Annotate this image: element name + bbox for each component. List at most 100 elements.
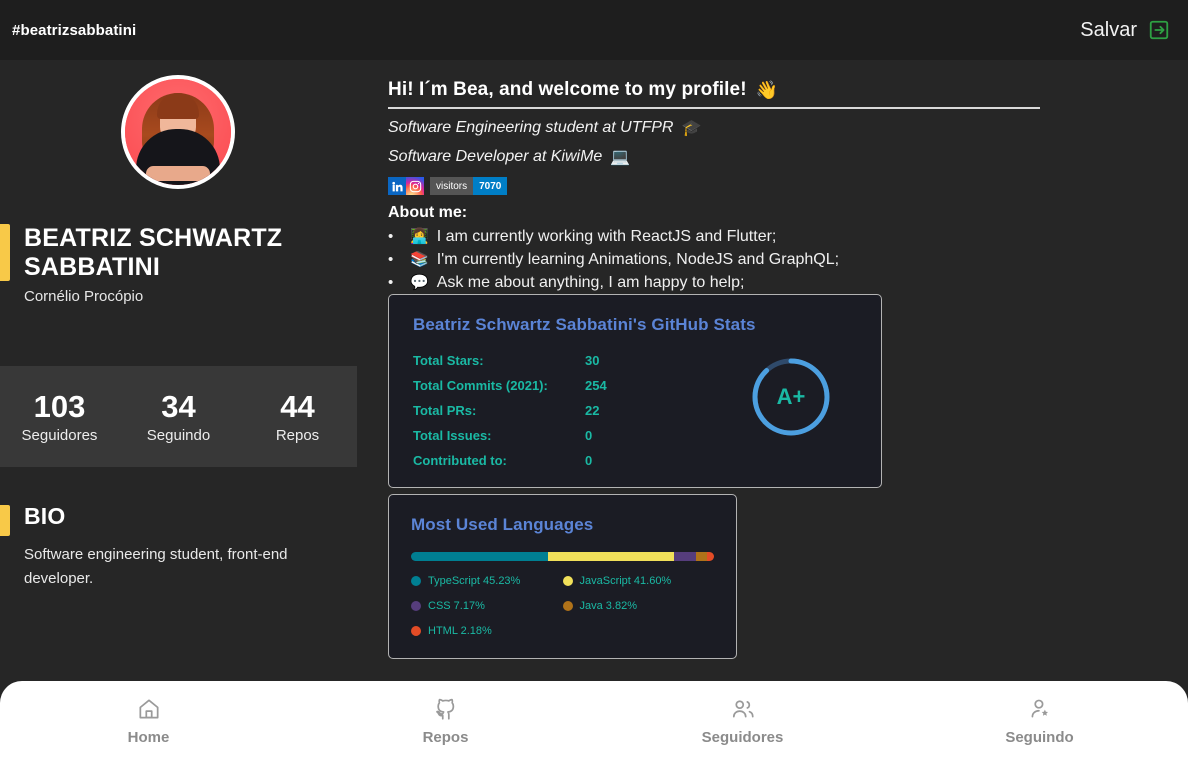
most-used-languages-card: Most Used Languages TypeScript 45.23% Jav… <box>388 494 737 659</box>
readme-subtitle-job-text: Software Developer at KiwiMe <box>388 148 603 165</box>
table-row: Total PRs: 22 <box>413 403 693 418</box>
list-item: 💬 Ask me about anything, I am happy to h… <box>388 271 1188 294</box>
save-button[interactable]: Salvar <box>1080 19 1170 42</box>
nav-item-repos[interactable]: Repos <box>297 696 594 746</box>
stat-value-total-issues: 0 <box>585 428 593 443</box>
instagram-icon[interactable] <box>406 177 424 195</box>
github-stats-title: Beatriz Schwartz Sabbatini's GitHub Stat… <box>413 315 756 334</box>
stat-following[interactable]: 34 Seguindo <box>119 389 238 444</box>
table-row: Contributed to: 0 <box>413 453 693 468</box>
github-stats-card: Beatriz Schwartz Sabbatini's GitHub Stat… <box>388 294 882 488</box>
language-color-dot <box>411 576 421 586</box>
nav-item-following[interactable]: Seguindo <box>891 696 1188 746</box>
language-legend-label: TypeScript 45.23% <box>428 575 521 587</box>
top-bar: #beatrizsabbatini Salvar <box>0 0 1188 60</box>
page-title: BEATRIZ SCHWARTZ SABBATINI <box>24 224 283 281</box>
bio-title: BIO <box>24 503 66 529</box>
people-icon <box>730 696 756 722</box>
readme-greeting-text: Hi! I´m Bea, and welcome to my profile! <box>388 79 747 100</box>
rank-ring-icon <box>752 358 830 436</box>
nav-label-followers: Seguidores <box>701 729 784 746</box>
stat-label-contributed-to: Contributed to: <box>413 453 507 468</box>
language-legend: TypeScript 45.23% JavaScript 41.60% CSS 7.… <box>411 575 714 650</box>
stat-repos-value: 44 <box>280 389 315 424</box>
logout-arrow-icon[interactable] <box>1148 19 1170 41</box>
speech-balloon-icon: 💬 <box>410 274 429 291</box>
stat-value-contributed-to: 0 <box>585 453 593 468</box>
table-row: Total Issues: 0 <box>413 428 693 443</box>
stat-label-total-prs: Total PRs: <box>413 403 477 418</box>
stat-value-total-commits: 254 <box>585 378 607 393</box>
waving-hand-icon: 👋 <box>755 79 779 100</box>
language-bar-segment <box>674 552 696 561</box>
language-bar-segment <box>695 552 708 561</box>
rank-letter: A+ <box>776 384 806 409</box>
list-item-text: I am currently working with ReactJS and … <box>436 228 777 245</box>
stat-value-total-stars: 30 <box>585 353 600 368</box>
language-legend-label: Java 3.82% <box>579 600 637 612</box>
language-bar-segment <box>707 552 714 561</box>
nav-label-repos: Repos <box>422 729 469 746</box>
profile-handle: #beatrizsabbatini <box>12 21 137 39</box>
stat-repos-label: Repos <box>275 427 320 444</box>
stat-followers-label: Seguidores <box>21 427 98 444</box>
profile-stats-strip: 103 Seguidores 34 Seguindo 44 Repos <box>0 366 357 467</box>
language-legend-label: CSS 7.17% <box>428 600 485 612</box>
language-legend-item: JavaScript 41.60% <box>562 575 715 587</box>
profile-name-block: BEATRIZ SCHWARTZ SABBATINI Cornélio Proc… <box>0 224 357 305</box>
books-icon: 📚 <box>410 251 429 268</box>
nav-item-home[interactable]: Home <box>0 696 297 746</box>
language-legend-label: JavaScript 41.60% <box>579 575 672 587</box>
readme-subtitle-education: Software Engineering student at UTFPR 🎓 <box>388 118 1188 138</box>
stat-value-total-prs: 22 <box>585 403 600 418</box>
nav-item-followers[interactable]: Seguidores <box>594 696 891 746</box>
language-legend-item: Java 3.82% <box>562 600 715 612</box>
divider <box>388 107 1040 109</box>
stat-repos[interactable]: 44 Repos <box>238 389 357 444</box>
language-legend-label: HTML 2.18% <box>428 625 492 637</box>
language-bar-chart <box>411 552 714 561</box>
stat-label-total-commits: Total Commits (2021): <box>413 378 548 393</box>
language-legend-item: TypeScript 45.23% <box>411 575 563 587</box>
nav-label-home: Home <box>127 729 170 746</box>
nav-label-following: Seguindo <box>1005 729 1074 746</box>
avatar-arms <box>146 166 210 181</box>
save-label: Salvar <box>1080 18 1137 41</box>
github-stats-body: Total Stars: 30 Total Commits (2021): 25… <box>413 353 857 478</box>
bio-block: BIO Software engineering student, front-… <box>0 503 357 591</box>
avatar-photo <box>125 79 231 185</box>
table-row: Total Commits (2021): 254 <box>413 378 693 393</box>
readme-greeting: Hi! I´m Bea, and welcome to my profile! … <box>388 60 1188 101</box>
language-legend-item: HTML 2.18% <box>411 625 563 637</box>
person-star-icon <box>1027 696 1053 722</box>
linkedin-icon[interactable] <box>388 177 406 195</box>
most-used-languages-title: Most Used Languages <box>411 515 594 534</box>
graduation-cap-icon: 🎓 <box>681 120 702 137</box>
language-bar-segment <box>411 552 549 561</box>
list-item: 📚 I'm currently learning Animations, Nod… <box>388 248 1188 271</box>
github-icon <box>433 696 459 722</box>
stat-followers-value: 103 <box>33 389 86 424</box>
visitors-badge[interactable]: visitors 7070 <box>430 177 508 195</box>
language-legend-item: CSS 7.17% <box>411 600 563 612</box>
github-stats-rows: Total Stars: 30 Total Commits (2021): 25… <box>413 353 693 478</box>
main-content: Hi! I´m Bea, and welcome to my profile! … <box>388 60 1188 659</box>
language-color-dot <box>411 601 421 611</box>
language-color-dot <box>562 601 573 611</box>
bottom-navigation: Home Repos Seguidores Seguindo <box>0 681 1188 761</box>
stat-followers[interactable]: 103 Seguidores <box>0 389 119 444</box>
about-me-heading: About me: <box>388 204 468 221</box>
stat-label-total-stars: Total Stars: <box>413 353 484 368</box>
home-icon <box>136 696 162 722</box>
stat-following-label: Seguindo <box>146 427 211 444</box>
list-item-text: I'm currently learning Animations, NodeJ… <box>436 251 840 268</box>
sidebar: BEATRIZ SCHWARTZ SABBATINI Cornélio Proc… <box>0 60 357 761</box>
table-row: Total Stars: 30 <box>413 353 693 368</box>
bio-accent-bar <box>0 505 10 536</box>
avatar <box>121 75 235 189</box>
badge-row: visitors 7070 <box>388 177 1188 195</box>
name-accent-bar <box>0 224 10 281</box>
laptop-icon: 💻 <box>610 149 631 166</box>
list-item: 👩‍💻 I am currently working with ReactJS … <box>388 225 1188 248</box>
visitors-badge-label: visitors <box>430 177 474 195</box>
